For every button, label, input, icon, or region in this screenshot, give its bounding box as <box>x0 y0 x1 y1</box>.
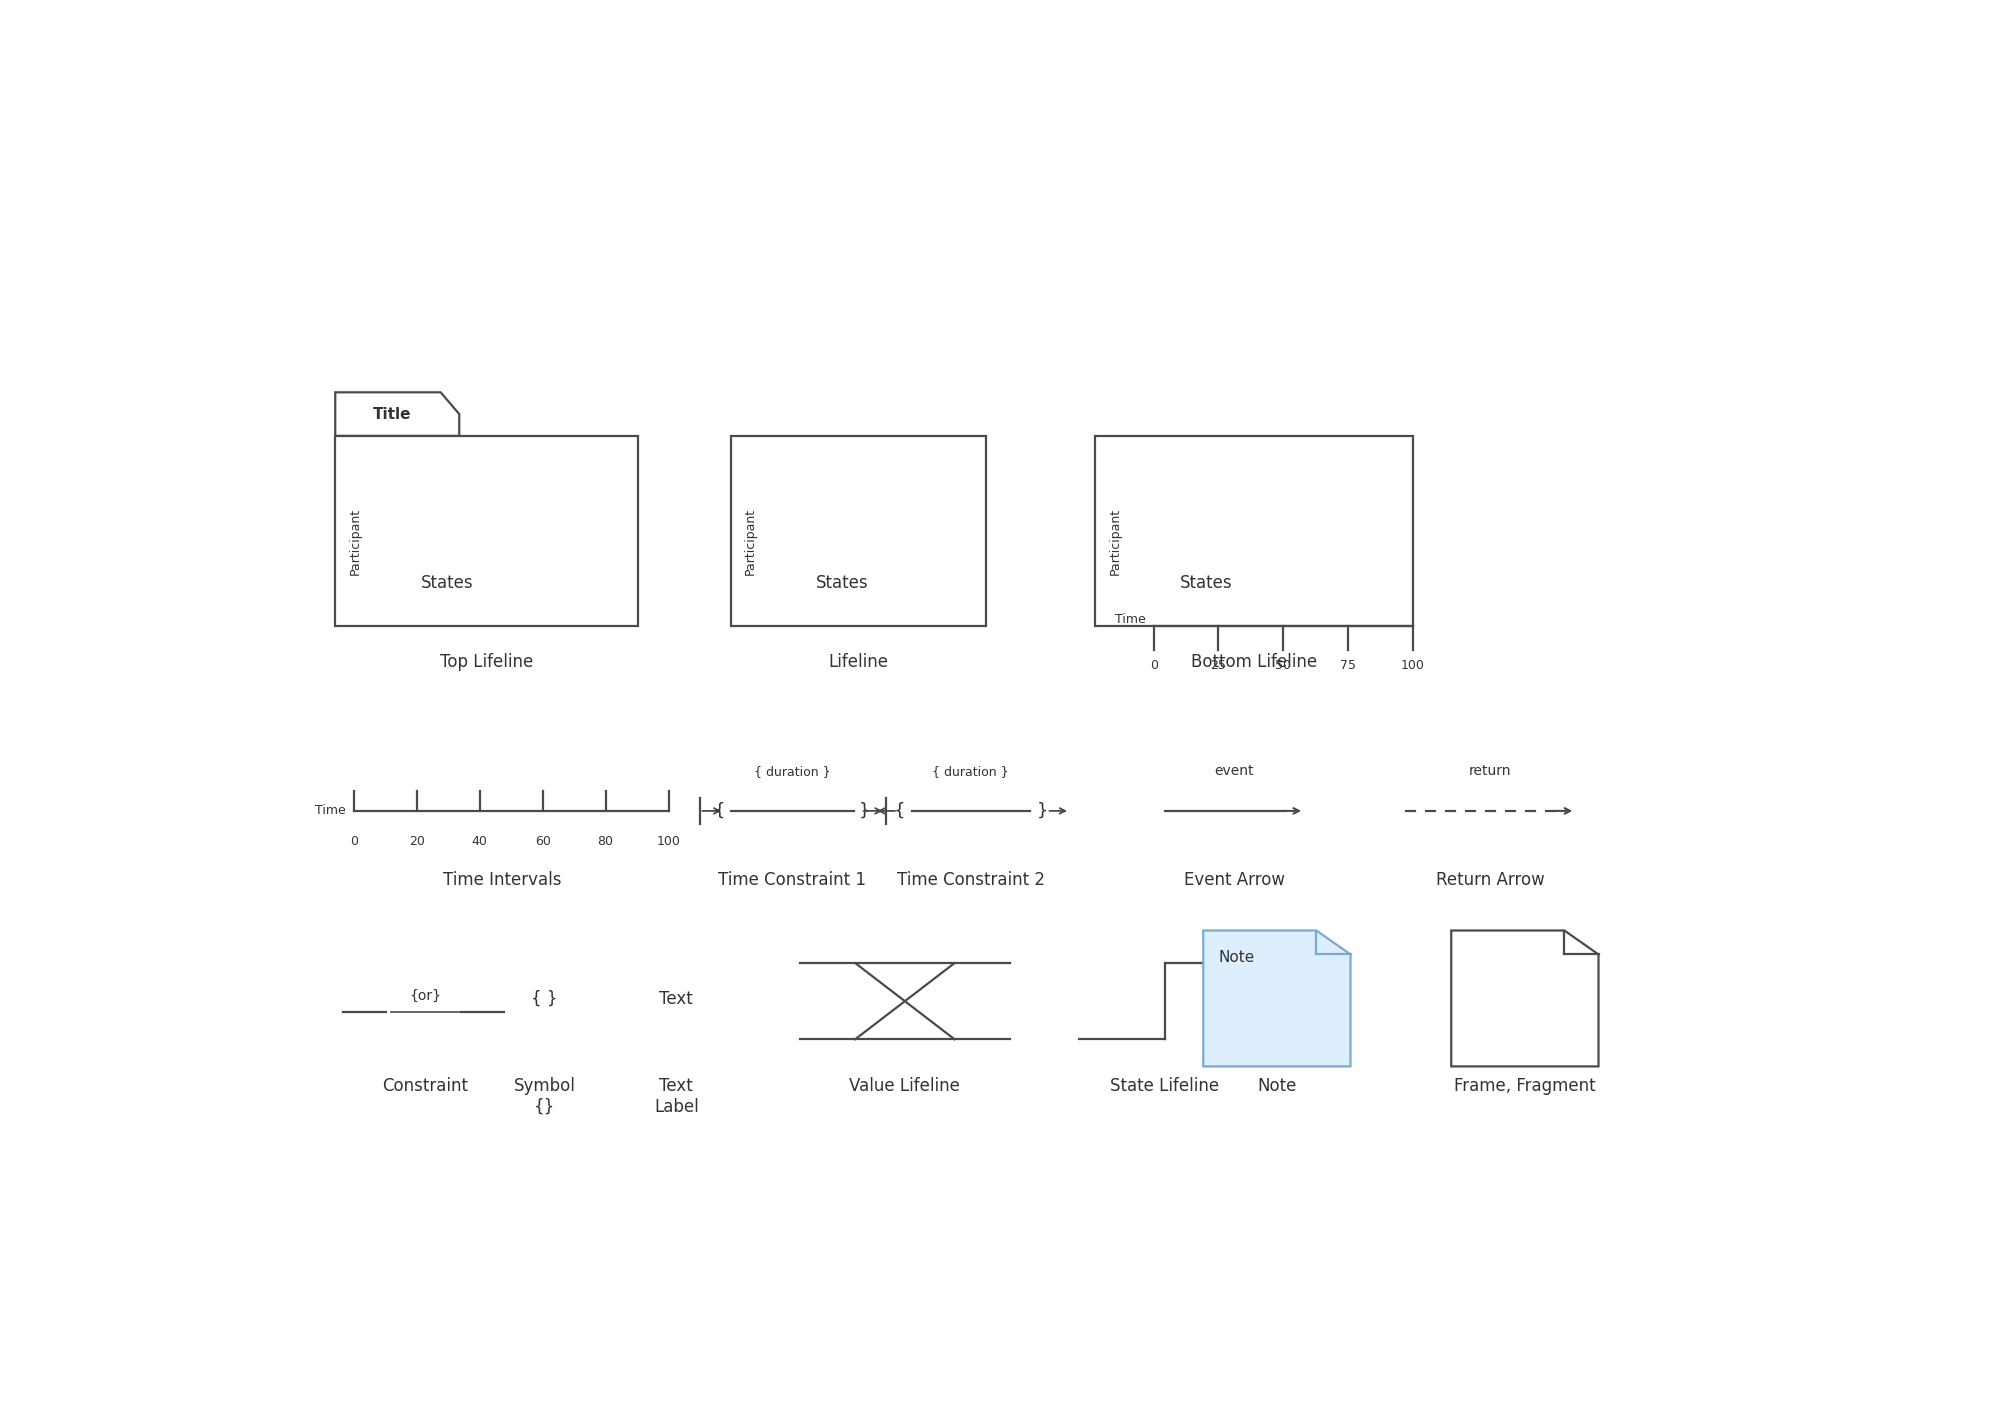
Text: {or}: {or} <box>410 990 442 1004</box>
Text: Time Constraint 1: Time Constraint 1 <box>718 871 866 888</box>
Text: Participant: Participant <box>744 508 758 575</box>
Bar <box>1094 436 1412 626</box>
Text: States: States <box>1180 573 1232 592</box>
Text: Note: Note <box>1218 950 1256 964</box>
Text: {: { <box>894 802 904 820</box>
Text: Event Arrow: Event Arrow <box>1184 871 1284 888</box>
Text: 0: 0 <box>1150 658 1158 672</box>
Polygon shape <box>1452 931 1598 1066</box>
Text: { duration }: { duration } <box>754 765 830 778</box>
Text: Time: Time <box>1116 613 1146 626</box>
Text: Top Lifeline: Top Lifeline <box>440 654 532 671</box>
Text: Time Intervals: Time Intervals <box>442 871 562 888</box>
Text: Constraint: Constraint <box>382 1077 468 1096</box>
Polygon shape <box>336 393 460 436</box>
Text: return: return <box>1468 764 1512 778</box>
Text: 50: 50 <box>1276 658 1292 672</box>
Text: 100: 100 <box>1400 658 1424 672</box>
Text: 0: 0 <box>350 834 358 847</box>
Bar <box>730 436 986 626</box>
Text: 25: 25 <box>1210 658 1226 672</box>
Text: Participant: Participant <box>1108 508 1122 575</box>
Text: States: States <box>420 573 474 592</box>
Text: { duration }: { duration } <box>932 765 1010 778</box>
Text: Title: Title <box>374 407 412 422</box>
Text: Time: Time <box>316 805 346 818</box>
Text: Symbol
{}: Symbol {} <box>514 1077 576 1115</box>
Text: event: event <box>1214 764 1254 778</box>
Text: Participant: Participant <box>348 508 362 575</box>
Text: 40: 40 <box>472 834 488 847</box>
Bar <box>336 436 638 626</box>
Text: Lifeline: Lifeline <box>828 654 888 671</box>
Text: Value Lifeline: Value Lifeline <box>850 1077 960 1096</box>
Text: States: States <box>816 573 868 592</box>
Text: Return Arrow: Return Arrow <box>1436 871 1544 888</box>
Text: 20: 20 <box>408 834 424 847</box>
Text: State Lifeline: State Lifeline <box>1110 1077 1220 1096</box>
Text: { }: { } <box>532 990 558 1008</box>
Text: Note: Note <box>1258 1077 1296 1096</box>
Text: }: } <box>1036 802 1048 820</box>
Text: Text
Label: Text Label <box>654 1077 698 1115</box>
Text: 75: 75 <box>1340 658 1356 672</box>
Text: Frame, Fragment: Frame, Fragment <box>1454 1077 1596 1096</box>
Text: Time Constraint 2: Time Constraint 2 <box>896 871 1044 888</box>
Text: }: } <box>858 802 870 820</box>
Text: 80: 80 <box>598 834 614 847</box>
Text: {: { <box>714 802 724 820</box>
Text: Text: Text <box>660 990 694 1008</box>
Text: 60: 60 <box>534 834 550 847</box>
Polygon shape <box>1204 931 1350 1066</box>
Text: Bottom Lifeline: Bottom Lifeline <box>1190 654 1316 671</box>
Text: 100: 100 <box>656 834 680 847</box>
